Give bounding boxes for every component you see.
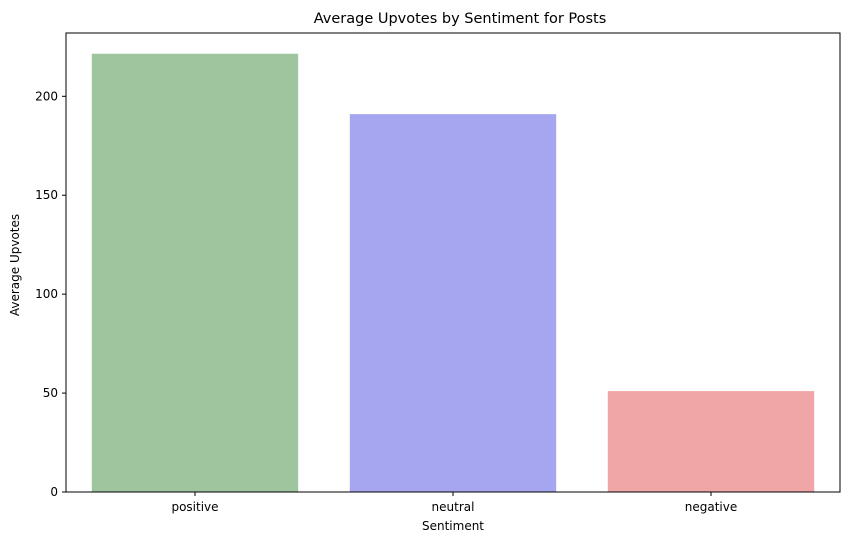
x-axis-label: Sentiment	[422, 519, 484, 533]
x-tick-label-positive: positive	[171, 500, 218, 514]
y-axis-label: Average Upvotes	[8, 214, 22, 316]
bar-negative	[607, 391, 815, 492]
x-tick-label-neutral: neutral	[432, 500, 475, 514]
axes-layer: positive neutral negative 0 50 100 150 200	[35, 32, 841, 514]
y-tick-label: 150	[35, 188, 58, 202]
y-tick-label: 50	[43, 386, 58, 400]
x-tick-label-negative: negative	[685, 500, 737, 514]
bar-positive	[91, 53, 299, 492]
chart-title: Average Upvotes by Sentiment for Posts	[314, 11, 607, 27]
bars-layer	[91, 53, 815, 492]
plot-frame	[65, 32, 841, 493]
bar-neutral	[349, 114, 557, 492]
y-tick-label: 200	[35, 89, 58, 103]
y-tick-label: 100	[35, 287, 58, 301]
y-tick-label: 0	[50, 485, 58, 499]
